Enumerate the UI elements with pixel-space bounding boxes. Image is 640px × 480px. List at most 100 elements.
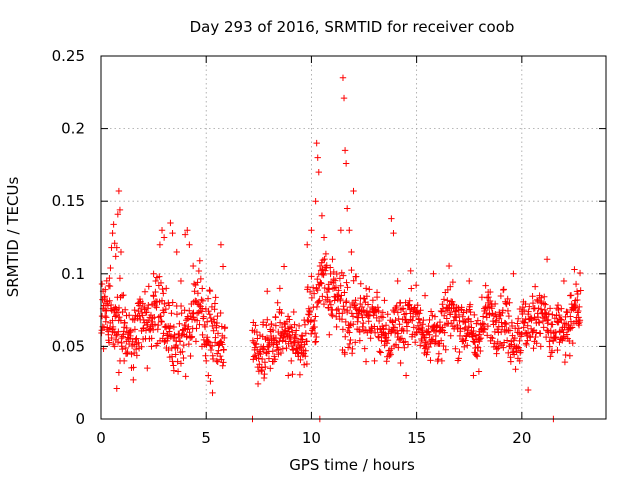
data-point <box>554 346 561 354</box>
data-point <box>435 356 442 363</box>
data-point <box>105 331 112 338</box>
data-point <box>470 372 477 379</box>
data-point <box>524 337 531 344</box>
data-point <box>437 337 445 344</box>
data-point <box>144 364 151 372</box>
data-point <box>338 269 345 276</box>
data-point <box>181 231 189 238</box>
data-point <box>147 311 155 319</box>
data-point <box>491 300 499 308</box>
data-point <box>461 343 468 351</box>
data-point <box>272 322 280 329</box>
x-tick-label: 15 <box>407 429 426 447</box>
data-point <box>538 294 545 301</box>
data-point <box>540 300 548 307</box>
data-point <box>115 369 123 376</box>
data-point <box>564 309 571 316</box>
data-point <box>330 275 337 283</box>
data-point <box>482 282 489 289</box>
data-point <box>306 308 314 316</box>
data-point <box>194 299 201 307</box>
data-point <box>111 313 119 320</box>
data-point <box>203 318 211 325</box>
data-point <box>158 318 166 326</box>
data-point <box>318 212 326 219</box>
data-point <box>521 319 528 326</box>
data-point <box>207 346 215 354</box>
data-point <box>504 295 511 303</box>
data-point <box>106 274 113 282</box>
tick-labels: 0 5 10 15 20 0 0.05 0.1 0.15 0.2 0.25 <box>52 47 532 447</box>
data-point <box>333 323 340 331</box>
data-point <box>298 342 305 350</box>
data-point <box>322 267 329 274</box>
data-point <box>278 309 285 317</box>
data-point <box>425 343 433 351</box>
data-point <box>219 263 227 270</box>
data-point <box>150 293 157 300</box>
data-point <box>177 360 185 367</box>
data-point <box>190 314 197 321</box>
data-point <box>414 302 421 309</box>
data-point <box>390 229 397 237</box>
data-point <box>190 280 198 288</box>
data-point <box>101 293 109 300</box>
data-point <box>430 270 437 277</box>
data-point <box>440 296 448 303</box>
data-point <box>307 330 315 338</box>
data-point <box>148 343 155 350</box>
data-point <box>503 337 511 344</box>
data-point <box>576 269 584 277</box>
data-point <box>340 272 347 279</box>
data-point <box>251 328 258 336</box>
data-point <box>413 328 420 336</box>
data-point <box>191 288 198 295</box>
data-point <box>352 273 359 280</box>
data-point <box>171 334 178 342</box>
data-point <box>376 348 383 355</box>
data-point <box>394 330 402 337</box>
data-point <box>575 314 582 321</box>
data-point <box>157 279 165 287</box>
data-point <box>276 306 283 313</box>
data-point <box>263 322 270 329</box>
data-point <box>541 306 548 314</box>
y-tick-label: 0.25 <box>52 47 85 65</box>
data-point <box>537 330 544 337</box>
data-point <box>520 319 528 327</box>
data-point <box>201 323 209 331</box>
data-point <box>462 337 469 344</box>
data-point <box>516 337 523 345</box>
data-point <box>395 344 402 351</box>
data-point <box>214 330 222 337</box>
data-point <box>192 338 200 345</box>
data-point <box>566 337 573 345</box>
data-point <box>106 297 113 304</box>
data-point <box>269 326 277 334</box>
data-point <box>335 287 342 294</box>
data-point <box>373 289 381 296</box>
data-point <box>177 277 185 285</box>
data-point <box>496 311 503 318</box>
data-point <box>198 296 205 303</box>
data-point <box>174 344 181 352</box>
data-point <box>493 350 500 357</box>
data-point <box>508 341 515 348</box>
data-point <box>577 287 584 294</box>
data-point <box>384 310 391 318</box>
data-point <box>344 327 351 335</box>
data-point <box>116 275 124 282</box>
y-tick-label: 0 <box>75 410 85 428</box>
y-tick-label: 0.1 <box>61 265 85 283</box>
data-point <box>467 318 475 325</box>
data-point <box>363 293 371 300</box>
data-point <box>161 338 168 346</box>
data-point <box>321 255 328 263</box>
data-point <box>349 313 357 320</box>
data-point <box>320 234 328 241</box>
data-point <box>426 316 433 324</box>
data-point <box>406 297 413 304</box>
data-point <box>537 343 544 350</box>
data-point <box>220 346 227 354</box>
